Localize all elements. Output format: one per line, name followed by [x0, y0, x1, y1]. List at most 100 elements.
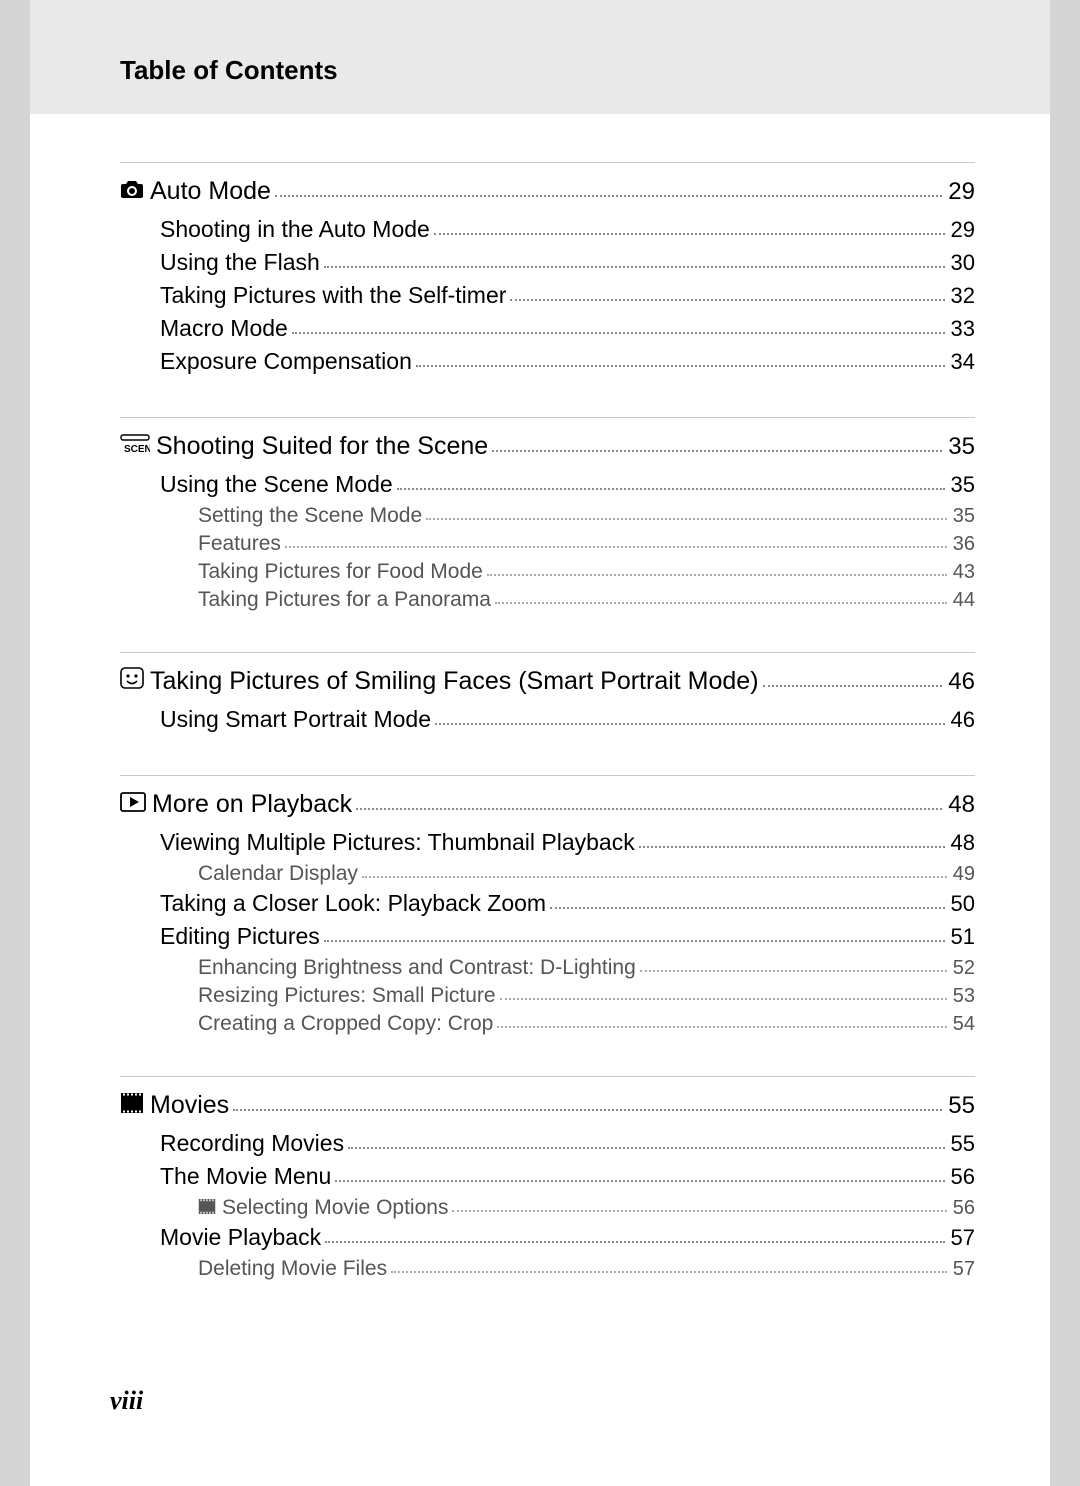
toc-page: 57 — [949, 1225, 975, 1251]
toc-page: 30 — [949, 250, 975, 276]
toc-page: 49 — [951, 863, 975, 886]
toc-head-row: More on Playback 48 — [120, 790, 975, 819]
leader-dots — [426, 518, 947, 520]
toc-page: 43 — [951, 561, 975, 584]
toc-head-page: 29 — [946, 178, 975, 206]
toc-label: Movie Playback — [160, 1224, 321, 1251]
toc-label: Deleting Movie Files — [198, 1257, 387, 1281]
toc-label: Resizing Pictures: Small Picture — [198, 984, 496, 1008]
page: Table of Contents Auto Mode 29 Shooting … — [30, 0, 1050, 1486]
toc-head-label: More on Playback — [152, 790, 352, 819]
toc-head-page: 48 — [946, 791, 975, 819]
toc-row: Enhancing Brightness and Contrast: D-Lig… — [120, 956, 975, 980]
toc-label: Setting the Scene Mode — [198, 504, 422, 528]
toc-content: Auto Mode 29 Shooting in the Auto Mode29… — [120, 114, 975, 1287]
leader-dots — [550, 907, 944, 909]
toc-head-row: Taking Pictures of Smiling Faces (Smart … — [120, 667, 975, 696]
toc-head-label: Shooting Suited for the Scene — [156, 432, 488, 461]
leader-dots — [275, 195, 942, 197]
toc-head-label: Auto Mode — [150, 177, 271, 206]
leader-dots — [640, 970, 947, 972]
toc-page: 57 — [951, 1258, 975, 1281]
toc-page: 44 — [951, 589, 975, 612]
toc-label: Viewing Multiple Pictures: Thumbnail Pla… — [160, 829, 635, 856]
toc-row: Taking Pictures with the Self-timer 32 — [120, 282, 975, 309]
toc-row: Editing Pictures51 — [120, 923, 975, 950]
section-rule — [120, 417, 975, 418]
toc-label: Features — [198, 532, 281, 556]
section-rule — [120, 652, 975, 653]
toc-section: Taking Pictures of Smiling Faces (Smart … — [120, 652, 975, 741]
toc-label: Creating a Cropped Copy: Crop — [198, 1012, 493, 1036]
leader-dots — [487, 574, 947, 576]
toc-page: 48 — [949, 830, 975, 856]
toc-head-row: Movies 55 — [120, 1091, 975, 1120]
toc-row: Setting the Scene Mode 35 — [120, 504, 975, 528]
section-rule — [120, 1076, 975, 1077]
toc-row: Exposure Compensation34 — [120, 348, 975, 375]
toc-head-label: Taking Pictures of Smiling Faces (Smart … — [150, 667, 759, 696]
toc-label: Taking Pictures with the Self-timer — [160, 282, 506, 309]
leader-dots — [495, 602, 947, 604]
toc-row: Creating a Cropped Copy: Crop 54 — [120, 1012, 975, 1036]
toc-row: Taking Pictures for Food Mode43 — [120, 560, 975, 584]
scene-icon: SCENE — [120, 432, 150, 461]
leader-dots — [391, 1271, 947, 1273]
page-title: Table of Contents — [120, 55, 970, 86]
leader-dots — [348, 1147, 944, 1149]
toc-section: Auto Mode 29 Shooting in the Auto Mode29… — [120, 162, 975, 383]
svg-text:SCENE: SCENE — [124, 444, 150, 454]
toc-page: 33 — [949, 316, 975, 342]
leader-dots — [324, 266, 945, 268]
toc-row: Movie Playback 57 — [120, 1224, 975, 1251]
toc-head-label: Movies — [150, 1091, 229, 1120]
toc-label: Macro Mode — [160, 315, 288, 342]
toc-row: Using the Scene Mode 35 — [120, 471, 975, 498]
toc-row: Viewing Multiple Pictures: Thumbnail Pla… — [120, 829, 975, 856]
toc-page: 29 — [949, 217, 975, 243]
page-number: viii — [110, 1386, 143, 1416]
toc-row: The Movie Menu56 — [120, 1163, 975, 1190]
section-rule — [120, 162, 975, 163]
camera-icon — [120, 177, 144, 206]
toc-page: 35 — [951, 505, 975, 528]
leader-dots — [639, 846, 945, 848]
toc-label: Recording Movies — [160, 1130, 344, 1157]
toc-page: 32 — [949, 283, 975, 309]
toc-page: 55 — [949, 1131, 975, 1157]
toc-head-row: Auto Mode 29 — [120, 177, 975, 206]
toc-row: Macro Mode 33 — [120, 315, 975, 342]
toc-label: Calendar Display — [198, 862, 358, 886]
toc-row: Resizing Pictures: Small Picture 53 — [120, 984, 975, 1008]
leader-dots — [497, 1026, 946, 1028]
leader-dots — [763, 685, 943, 687]
toc-row: Deleting Movie Files 57 — [120, 1257, 975, 1281]
toc-label: Using Smart Portrait Mode — [160, 706, 431, 733]
toc-page: 54 — [951, 1013, 975, 1036]
toc-label: Using the Scene Mode — [160, 471, 393, 498]
toc-label: Enhancing Brightness and Contrast: D-Lig… — [198, 956, 636, 980]
toc-label: Taking Pictures for a Panorama — [198, 588, 491, 612]
toc-row: Recording Movies 55 — [120, 1130, 975, 1157]
leader-dots — [335, 1180, 944, 1182]
toc-page: 35 — [949, 472, 975, 498]
toc-page: 53 — [951, 985, 975, 1008]
toc-page: 50 — [949, 891, 975, 917]
toc-row: Features36 — [120, 532, 975, 556]
leader-dots — [435, 723, 945, 725]
toc-page: 34 — [949, 349, 975, 375]
leader-dots — [416, 365, 945, 367]
toc-page: 56 — [951, 1197, 975, 1220]
toc-section: SCENE Shooting Suited for the Scene 35 U… — [120, 417, 975, 618]
toc-row: Using the Flash 30 — [120, 249, 975, 276]
leader-dots — [492, 450, 942, 452]
toc-page: 52 — [951, 957, 975, 980]
toc-page: 46 — [949, 707, 975, 733]
leader-dots — [324, 940, 945, 942]
toc-label: Using the Flash — [160, 249, 320, 276]
toc-head-page: 35 — [946, 433, 975, 461]
toc-section: Movies 55 Recording Movies 55 The Movie M… — [120, 1076, 975, 1287]
leader-dots — [292, 332, 945, 334]
movie-icon — [120, 1091, 144, 1120]
toc-row: Selecting Movie Options56 — [120, 1196, 975, 1220]
